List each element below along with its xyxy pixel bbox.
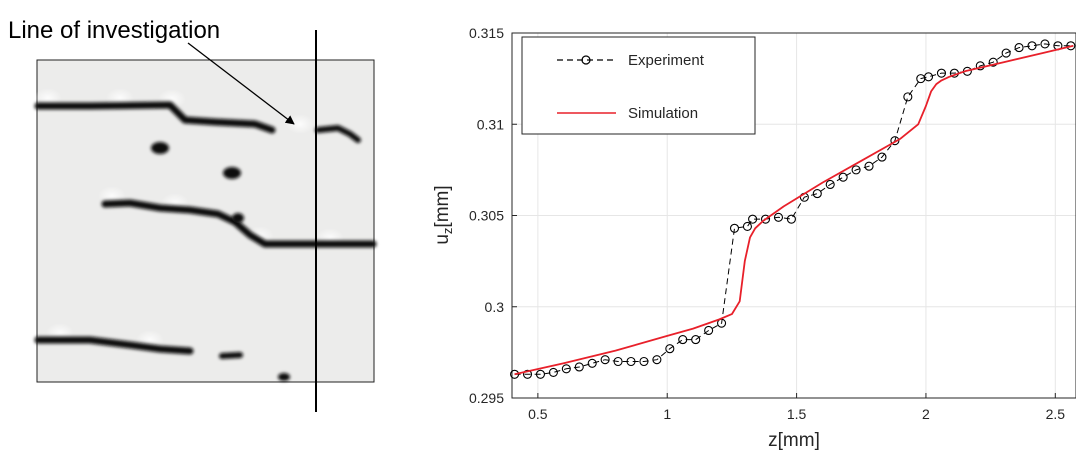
experiment-point <box>1014 43 1024 53</box>
crack-top <box>34 101 276 134</box>
y-axis: 0.295 0.3 0.305 0.31 0.315 <box>469 25 517 406</box>
y-tick-label: 0.295 <box>469 390 504 406</box>
x-axis-label: z[mm] <box>768 430 820 451</box>
x-tick-label: 2.5 <box>1046 406 1066 422</box>
legend-experiment-label: Experiment <box>628 52 705 69</box>
experiment-point <box>729 223 740 233</box>
x-axis: 0.5 1 1.5 2 2.5 <box>528 393 1065 422</box>
crack-field-background <box>36 59 375 383</box>
experiment-point <box>890 136 900 146</box>
experiment-point <box>1066 41 1076 51</box>
experiment-point <box>613 356 623 367</box>
experiment-point <box>786 214 796 224</box>
crack-field-panel: Line of investigation <box>8 17 377 412</box>
experiment-point <box>877 152 887 162</box>
experiment-point <box>704 325 714 336</box>
experiment-point <box>864 161 874 171</box>
experiment-point <box>600 355 610 365</box>
experiment-point <box>678 335 688 345</box>
series-simulation-line <box>514 44 1074 376</box>
experiment-point <box>742 221 752 231</box>
experiment-point <box>1001 48 1011 58</box>
legend-simulation-label: Simulation <box>628 105 698 122</box>
crack-top-right <box>315 125 361 143</box>
experiment-point <box>535 369 546 379</box>
experiment-point <box>548 367 558 378</box>
experiment-point <box>988 57 998 67</box>
experiment-point <box>825 179 835 190</box>
crack-bottom <box>34 336 194 355</box>
y-axis-label: uz[mm] <box>432 185 455 244</box>
experiment-point <box>626 356 636 367</box>
experiment-point <box>665 344 675 354</box>
experiment-point <box>691 335 701 345</box>
legend-experiment-marker <box>581 55 591 65</box>
chart: 0.5 1 1.5 2 2.5 0.295 0.3 0.305 0.31 0.315 z[mm]… <box>432 25 1076 451</box>
x-tick-label: 1.5 <box>787 406 807 422</box>
x-tick-label: 1 <box>663 406 671 422</box>
legend: Experiment Simulation <box>521 36 756 135</box>
x-tick-label: 0.5 <box>528 406 548 422</box>
experiment-point <box>923 72 934 82</box>
annotation-label: Line of investigation <box>8 17 220 44</box>
experiment-point <box>652 355 662 365</box>
experiment-point <box>522 369 533 379</box>
experiment-point <box>936 68 947 78</box>
crack-middle <box>101 199 377 248</box>
experiment-point <box>903 92 913 102</box>
experiment-point <box>851 165 861 175</box>
series-layer <box>510 39 1076 379</box>
y-tick-label: 0.3 <box>485 299 505 315</box>
experiment-point <box>1040 39 1050 49</box>
crack-bottom-right <box>219 352 243 359</box>
experiment-point <box>748 214 758 224</box>
legend-entry-simulation: Simulation <box>557 105 698 122</box>
experiment-point <box>760 214 771 224</box>
legend-box <box>521 36 756 135</box>
experiment-point <box>1027 41 1037 51</box>
y-tick-label: 0.31 <box>477 116 504 132</box>
annotation-arrow <box>187 42 295 125</box>
experiment-point <box>812 189 822 199</box>
y-tick-label: 0.315 <box>469 25 504 41</box>
experiment-point <box>639 356 649 367</box>
experiment-point <box>773 212 784 222</box>
x-tick-label: 2 <box>922 406 930 422</box>
y-tick-label: 0.305 <box>469 208 504 224</box>
experiment-point <box>838 172 848 182</box>
experiment-point <box>587 358 597 368</box>
crack-spots <box>151 142 290 381</box>
experiment-point <box>574 362 584 372</box>
experiment-point <box>561 364 571 374</box>
legend-entry-experiment: Experiment <box>557 52 705 69</box>
cracks <box>34 101 377 359</box>
